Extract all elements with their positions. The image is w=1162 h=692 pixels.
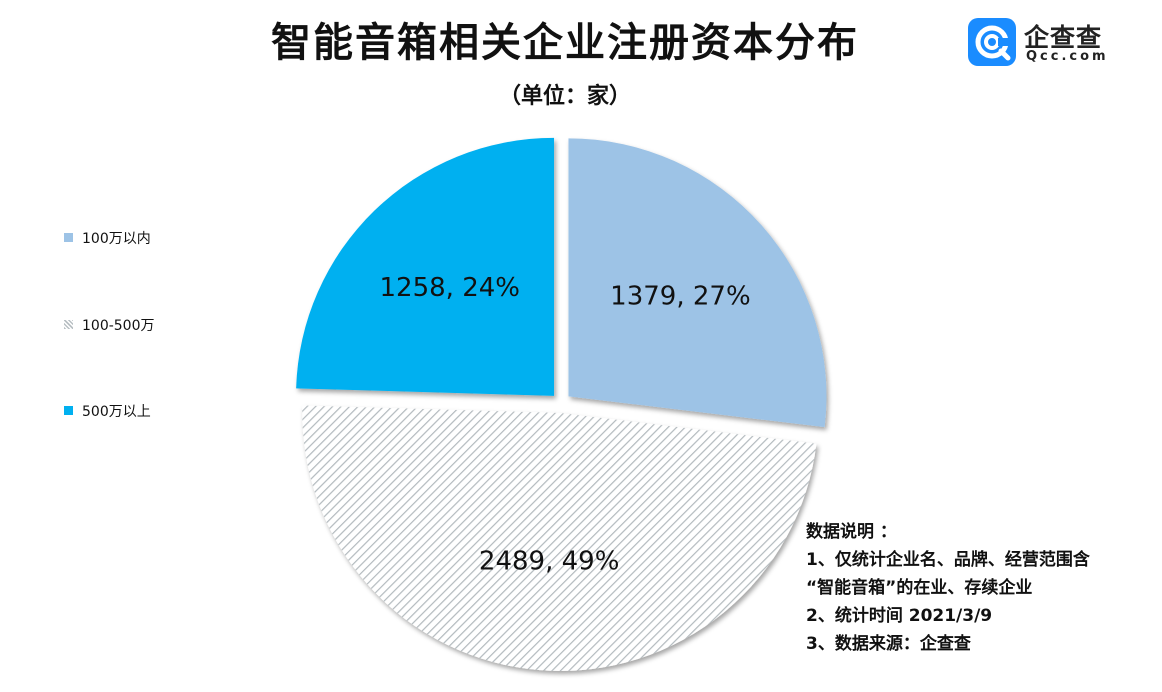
- legend-swatch-100-under: [64, 233, 73, 242]
- slice-data-label: 2489, 49%: [479, 547, 620, 577]
- slice-500-over: [296, 137, 555, 396]
- legend-label: 500万以上: [82, 404, 151, 420]
- slice-100-under: [568, 138, 827, 428]
- brand-logo: 企查查 Qcc.com: [968, 18, 1118, 68]
- note-line-3: 2、统计时间 2021/3/9: [806, 606, 993, 626]
- legend-label: 100-500万: [82, 318, 155, 334]
- legend-swatch-100-500: [64, 320, 73, 329]
- legend-item-100-500: 100-500万: [64, 315, 244, 335]
- legend-label: 100万以内: [82, 231, 151, 247]
- slice-data-label: 1379, 27%: [610, 282, 751, 312]
- chart-title: 智能音箱相关企业注册资本分布: [271, 20, 859, 66]
- legend-swatch-500-over: [64, 406, 73, 415]
- qcc-logo-icon: [968, 18, 1016, 66]
- note-line-4: 3、数据来源：企查查: [806, 634, 971, 654]
- legend-item-500-over: 500万以上: [64, 401, 244, 421]
- legend-item-100-under: 100万以内: [64, 228, 244, 248]
- slice-100-500: [302, 405, 817, 671]
- note-line-1: 1、仅统计企业名、品牌、经营范围含: [806, 550, 1090, 570]
- logo-name: 企查查: [1024, 23, 1103, 52]
- note-line-2: “智能音箱”的在业、存续企业: [806, 578, 1033, 598]
- notes-heading: 数据说明 ：: [806, 522, 897, 542]
- data-notes: 数据说明 ： 1、仅统计企业名、品牌、经营范围含 “智能音箱”的在业、存续企业 …: [806, 518, 1090, 658]
- chart-subtitle: （单位：家）: [498, 84, 631, 109]
- slice-data-label: 1258, 24%: [380, 273, 521, 303]
- logo-domain: Qcc.com: [1026, 49, 1109, 64]
